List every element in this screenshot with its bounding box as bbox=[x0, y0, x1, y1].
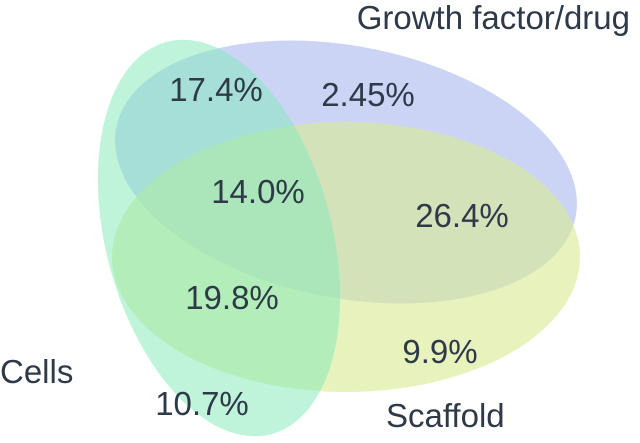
growth-factor-label: Growth factor/drug bbox=[357, 0, 630, 36]
region-growth-scaffold: 26.4% bbox=[415, 197, 509, 234]
region-all-three: 14.0% bbox=[211, 173, 305, 210]
region-cells-only: 10.7% bbox=[155, 385, 249, 422]
region-growth-only: 2.45% bbox=[321, 76, 415, 113]
region-cells-growth: 17.4% bbox=[169, 71, 263, 108]
cells-label: Cells bbox=[0, 353, 73, 390]
region-scaffold-only: 9.9% bbox=[402, 333, 477, 370]
region-cells-scaffold: 19.8% bbox=[185, 279, 279, 316]
scaffold-label: Scaffold bbox=[386, 397, 505, 434]
cells-ellipse bbox=[97, 39, 341, 437]
